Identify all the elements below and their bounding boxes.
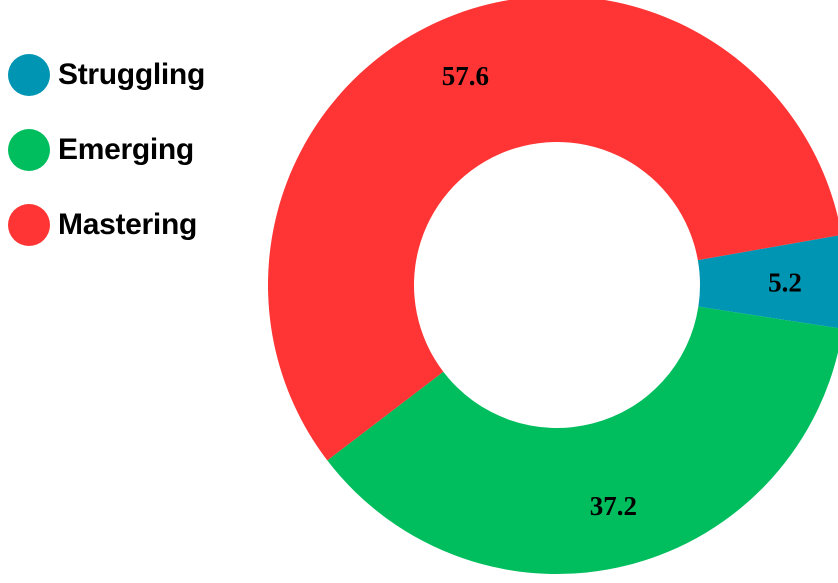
- legend-label-mastering: Mastering: [58, 208, 197, 241]
- legend-swatch-struggling: [8, 54, 50, 96]
- chart-legend: Struggling Emerging Mastering: [8, 52, 205, 277]
- legend-item-struggling: Struggling: [8, 52, 205, 98]
- slice-struggling: [697, 235, 838, 329]
- data-label-struggling: 5.2: [768, 267, 802, 297]
- legend-swatch-mastering: [8, 204, 50, 246]
- data-label-emerging: 37.2: [590, 491, 637, 521]
- legend-label-emerging: Emerging: [58, 133, 194, 166]
- data-label-mastering: 57.6: [442, 61, 489, 91]
- legend-item-emerging: Emerging: [8, 127, 205, 173]
- slice-mastering: [268, 0, 838, 461]
- legend-swatch-emerging: [8, 129, 50, 171]
- legend-item-mastering: Mastering: [8, 202, 205, 248]
- legend-label-struggling: Struggling: [58, 58, 205, 91]
- donut-data-labels: 5.2 37.2 57.6: [442, 61, 802, 521]
- slice-emerging: [327, 306, 838, 574]
- donut-slices: [268, 0, 838, 574]
